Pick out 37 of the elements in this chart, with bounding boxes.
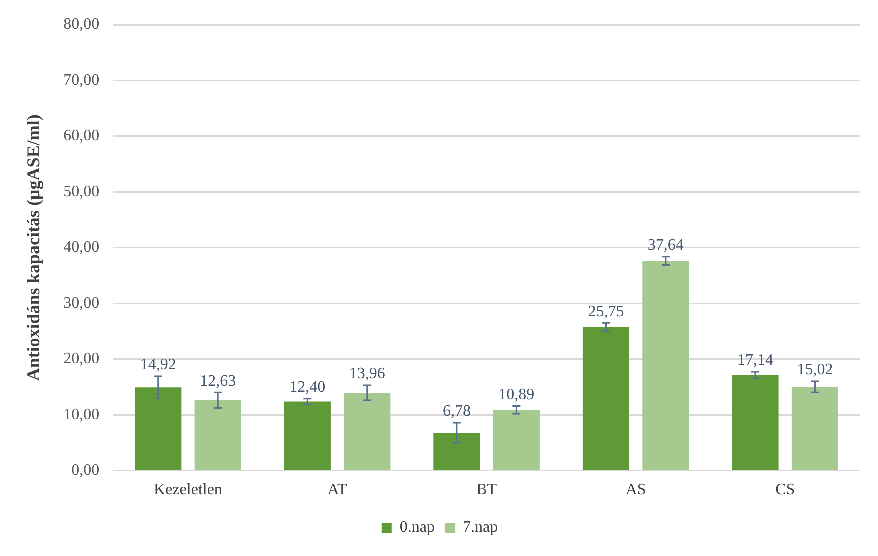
bar — [135, 388, 182, 470]
bar — [284, 402, 331, 470]
bar — [732, 375, 779, 470]
data-label: 13,96 — [349, 366, 386, 383]
x-tick-label: Kezeletlen — [154, 482, 222, 499]
data-label: 14,92 — [140, 356, 176, 374]
bar — [344, 393, 391, 470]
bar — [493, 410, 540, 470]
data-label: 37,64 — [648, 237, 684, 254]
y-tick-label: 0,00 — [72, 462, 100, 480]
x-tick-label: AS — [626, 482, 646, 499]
bar — [194, 400, 242, 470]
bar — [582, 327, 630, 470]
legend-label: 7.nap — [463, 519, 498, 536]
x-tick-label: CS — [776, 482, 796, 499]
data-label: 15,02 — [797, 362, 834, 379]
y-axis-title: Antioxidáns kapacitás (µgASE/ml) — [23, 114, 44, 382]
y-tick-label: 40,00 — [64, 239, 100, 256]
y-tick-label: 20,00 — [64, 350, 100, 368]
y-tick-label: 80,00 — [64, 16, 100, 34]
bar — [434, 433, 480, 470]
y-tick-label: 30,00 — [64, 294, 100, 312]
x-tick-label: BT — [476, 482, 498, 499]
y-tick-label: 10,00 — [64, 406, 100, 424]
x-tick-label: AT — [328, 482, 348, 499]
bar — [792, 387, 839, 470]
data-label: 6,78 — [442, 403, 471, 420]
legend-label: 0.nap — [400, 519, 436, 536]
y-tick-label: 60,00 — [64, 128, 100, 145]
data-label: 12,40 — [290, 379, 326, 396]
bar — [642, 261, 690, 470]
data-label: 10,89 — [498, 386, 535, 404]
y-tick-label: 50,00 — [64, 183, 100, 200]
data-label: 25,75 — [588, 303, 624, 320]
data-label: 12,63 — [200, 372, 236, 390]
data-label: 17,14 — [738, 352, 774, 370]
y-tick-label: 70,00 — [64, 72, 100, 89]
